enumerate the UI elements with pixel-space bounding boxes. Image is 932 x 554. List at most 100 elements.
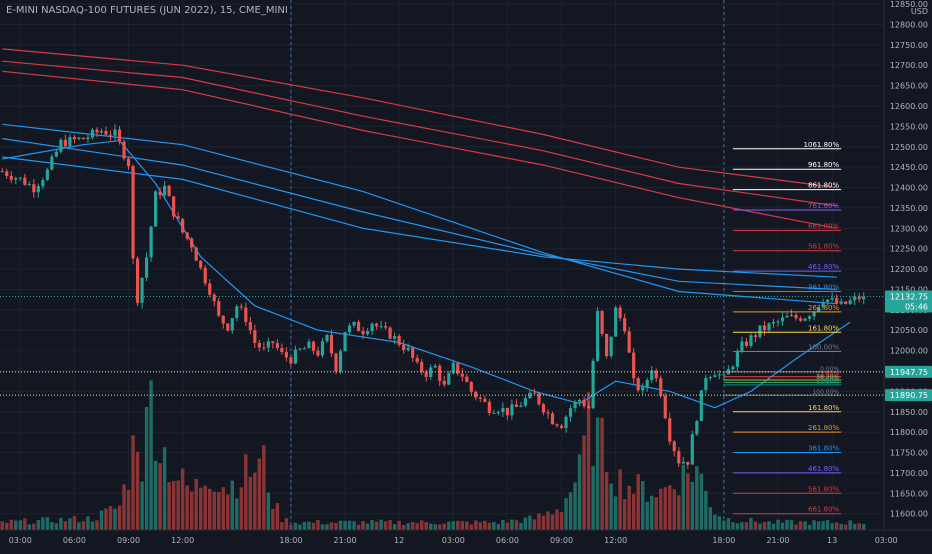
candle	[708, 375, 712, 381]
volume-bar	[735, 523, 740, 530]
volume-bar	[659, 488, 663, 530]
candle-body	[266, 341, 270, 348]
volume-bar	[762, 522, 767, 530]
y-tick-label: 12050.00	[890, 326, 928, 335]
candle-body	[262, 347, 266, 349]
y-tick-label: 12650.00	[890, 82, 928, 91]
moving-averages	[2, 48, 851, 409]
volume-bar	[713, 514, 717, 530]
y-tick-label: 11850.00	[890, 408, 928, 417]
candle	[375, 322, 379, 330]
volume-bar	[740, 522, 744, 530]
volume-bar	[153, 460, 158, 530]
candle-body	[605, 333, 609, 357]
volume-bar	[798, 521, 803, 530]
volume-bar	[361, 521, 365, 530]
volume-bar	[848, 520, 852, 530]
candle-body	[379, 326, 383, 328]
candle	[451, 360, 455, 375]
candle	[596, 306, 600, 362]
volume-bar	[406, 523, 410, 530]
candle-body	[253, 330, 257, 343]
candle	[41, 177, 45, 190]
price-label-time: 05:46	[905, 302, 928, 311]
candle	[402, 339, 406, 354]
fib-cluster-level: 0.00%	[723, 366, 842, 373]
candle-body	[212, 294, 216, 302]
x-tick-label: 09:00	[117, 536, 140, 545]
candle-body	[149, 226, 153, 258]
volume-bar	[537, 513, 541, 530]
volume-bar	[478, 522, 483, 530]
candle-body	[366, 331, 370, 335]
candle	[699, 390, 703, 422]
fib-level: 561.80%	[732, 485, 842, 494]
volume-bar	[843, 524, 848, 530]
candle-body	[397, 336, 401, 345]
candle	[717, 370, 721, 380]
candle	[695, 419, 699, 437]
candle-body	[68, 136, 72, 147]
candle-body	[325, 334, 329, 342]
candle	[627, 326, 631, 354]
candle-body	[375, 323, 379, 327]
volume-bar	[595, 417, 600, 530]
volume-bar	[789, 520, 794, 530]
candle-body	[293, 349, 297, 364]
volume-bar	[104, 508, 108, 530]
volume-bar	[59, 517, 63, 530]
volume-bar	[501, 519, 505, 530]
candle	[361, 326, 365, 340]
volume-bar	[325, 524, 329, 530]
price-label: 11890.75	[885, 389, 932, 402]
volume-bar	[438, 524, 442, 530]
candle	[411, 346, 415, 362]
candle	[789, 309, 794, 317]
x-tick-label: 06:00	[63, 536, 86, 545]
candle	[654, 368, 658, 382]
candle-body	[650, 370, 654, 381]
volume-bar	[108, 505, 113, 530]
candle	[686, 461, 690, 469]
volume-bar	[122, 484, 126, 530]
candle	[393, 332, 397, 345]
candle-body	[217, 301, 221, 316]
candle-body	[239, 306, 243, 308]
volume-bar	[298, 524, 302, 530]
candle	[343, 331, 347, 352]
fib-label: 561.80%	[808, 485, 839, 493]
candle-body	[785, 316, 789, 318]
candle-body	[776, 321, 780, 323]
volume-bar	[307, 521, 311, 530]
candle	[555, 423, 559, 428]
y-tick-label: 12800.00	[890, 20, 928, 29]
candle-body	[568, 408, 573, 417]
candle-body	[50, 156, 54, 170]
candle	[320, 337, 325, 358]
candle-body	[496, 412, 500, 414]
fib-label: 661.80%	[808, 222, 839, 230]
volume-bar	[555, 509, 559, 530]
candle	[172, 196, 176, 220]
volume-bar	[41, 517, 45, 530]
price-label-value: 12132.75	[890, 292, 928, 301]
volume-bar	[631, 493, 636, 530]
fib-label: 161.80%	[808, 404, 839, 412]
candle	[582, 396, 586, 409]
fib-cluster-level: 23.60%	[723, 371, 842, 378]
x-tick-label: 13	[827, 536, 837, 545]
candle-body	[190, 238, 194, 248]
candle-body	[600, 310, 604, 334]
volume-bar	[180, 468, 185, 530]
fib-cluster-label: 61.80%	[816, 379, 839, 386]
candle	[262, 342, 266, 351]
candle-body	[27, 184, 31, 186]
volume-bar	[415, 523, 419, 530]
fib-cluster-level: 38.20%	[723, 374, 842, 381]
volume-bar	[266, 492, 271, 530]
fib-label: 461.80%	[808, 465, 839, 473]
candle	[681, 456, 685, 464]
candle	[668, 412, 672, 446]
